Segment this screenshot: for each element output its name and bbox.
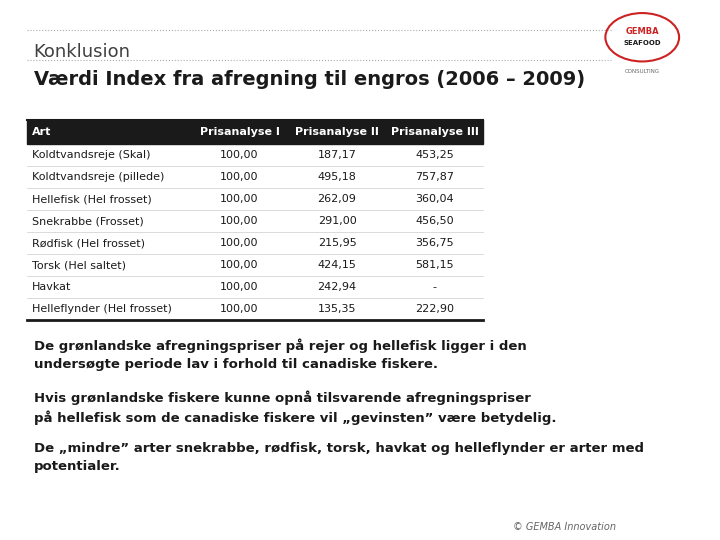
Text: De grønlandske afregningspriser på rejer og hellefisk ligger i den
undersøgte pe: De grønlandske afregningspriser på rejer…	[34, 338, 526, 370]
Text: 100,00: 100,00	[220, 150, 258, 160]
Text: Prisanalyse III: Prisanalyse III	[391, 127, 479, 137]
Text: 242,94: 242,94	[318, 282, 356, 292]
Text: 495,18: 495,18	[318, 172, 356, 182]
Text: Prisanalyse II: Prisanalyse II	[295, 127, 379, 137]
Text: 100,00: 100,00	[220, 238, 258, 248]
Text: 424,15: 424,15	[318, 260, 356, 270]
Text: 215,95: 215,95	[318, 238, 356, 248]
Bar	[27, 188, 483, 210]
Text: Koldtvandsreje (Skal): Koldtvandsreje (Skal)	[32, 150, 150, 160]
Text: 187,17: 187,17	[318, 150, 356, 160]
Text: 135,35: 135,35	[318, 304, 356, 314]
Text: 456,50: 456,50	[415, 216, 454, 226]
Text: SEAFOOD: SEAFOOD	[624, 39, 661, 45]
Bar	[27, 232, 483, 254]
Text: GEMBA: GEMBA	[626, 28, 659, 37]
Bar	[27, 120, 483, 144]
Text: 453,25: 453,25	[415, 150, 454, 160]
Bar	[27, 210, 483, 232]
Text: 100,00: 100,00	[220, 282, 258, 292]
Text: Hvis grønlandske fiskere kunne opnå tilsvarende afregningspriser
på hellefisk so: Hvis grønlandske fiskere kunne opnå tils…	[34, 390, 557, 425]
Text: 100,00: 100,00	[220, 194, 258, 204]
Bar	[27, 298, 483, 320]
Bar	[27, 254, 483, 276]
Text: Hellefisk (Hel frosset): Hellefisk (Hel frosset)	[32, 194, 152, 204]
Text: Konklusion: Konklusion	[34, 43, 131, 61]
Text: 757,87: 757,87	[415, 172, 454, 182]
Text: Havkat: Havkat	[32, 282, 71, 292]
Text: Prisanalyse I: Prisanalyse I	[199, 127, 279, 137]
Text: 100,00: 100,00	[220, 172, 258, 182]
Text: CONSULTING: CONSULTING	[625, 69, 660, 74]
Text: Koldtvandsreje (pillede): Koldtvandsreje (pillede)	[32, 172, 164, 182]
Text: Værdi Index fra afregning til engros (2006 – 2009): Værdi Index fra afregning til engros (20…	[34, 70, 585, 89]
Text: Art: Art	[32, 127, 51, 137]
Text: Torsk (Hel saltet): Torsk (Hel saltet)	[32, 260, 126, 270]
Text: © GEMBA Innovation: © GEMBA Innovation	[513, 522, 616, 532]
Text: 581,15: 581,15	[415, 260, 454, 270]
Text: 356,75: 356,75	[415, 238, 454, 248]
Text: Helleflynder (Hel frosset): Helleflynder (Hel frosset)	[32, 304, 172, 314]
Bar	[27, 166, 483, 188]
Text: 100,00: 100,00	[220, 260, 258, 270]
Text: -: -	[433, 282, 436, 292]
Text: Snekrabbe (Frosset): Snekrabbe (Frosset)	[32, 216, 144, 226]
Text: 222,90: 222,90	[415, 304, 454, 314]
Text: 100,00: 100,00	[220, 304, 258, 314]
Text: 360,04: 360,04	[415, 194, 454, 204]
Text: Rødfisk (Hel frosset): Rødfisk (Hel frosset)	[32, 238, 145, 248]
Text: 291,00: 291,00	[318, 216, 356, 226]
Bar	[27, 144, 483, 166]
Text: 100,00: 100,00	[220, 216, 258, 226]
Text: De „mindre” arter snekrabbe, rødfisk, torsk, havkat og helleflynder er arter med: De „mindre” arter snekrabbe, rødfisk, to…	[34, 442, 644, 473]
Text: 262,09: 262,09	[318, 194, 356, 204]
Bar	[27, 276, 483, 298]
